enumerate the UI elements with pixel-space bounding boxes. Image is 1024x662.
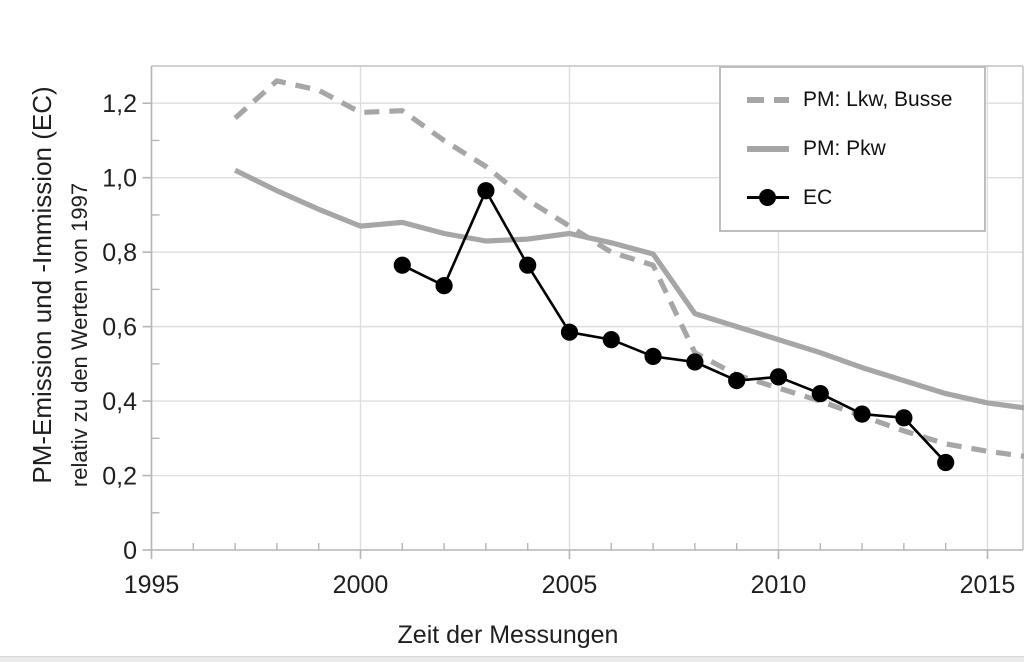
series-ec-marker	[769, 368, 788, 386]
series-ec-marker	[895, 409, 913, 427]
series-ec-marker	[393, 256, 411, 274]
bottom-edge-artifact	[0, 656, 1024, 662]
marker-line-swatch-icon	[747, 189, 789, 207]
series-ec-marker	[728, 372, 746, 390]
y-tick-label: 0	[123, 537, 137, 565]
y-tick-label: 1,2	[102, 90, 137, 118]
legend-item-pm-pkw: PM: Pkw	[747, 137, 980, 161]
legend-item-pm-lkw-busse: PM: Lkw, Busse	[747, 88, 980, 112]
series-ec-marker	[853, 405, 871, 423]
legend: PM: Lkw, Busse PM: Pkw EC	[719, 66, 986, 232]
y-tick-label: 1,0	[102, 165, 137, 193]
x-tick-label: 2005	[542, 571, 598, 599]
legend-label-pm-pkw: PM: Pkw	[803, 136, 886, 160]
solid-line-swatch-icon	[747, 145, 789, 152]
y-tick-label: 0,2	[102, 463, 137, 491]
y-tick-label: 0,6	[102, 314, 137, 342]
y-tick-label: 0,4	[102, 388, 137, 416]
x-tick-label: 2010	[751, 571, 807, 599]
series-ec-marker	[644, 347, 662, 365]
legend-item-ec: EC	[747, 186, 980, 210]
x-tick-label: 1995	[124, 571, 180, 599]
y-axis-subtitle: relativ zu den Werten von 1997	[67, 183, 92, 487]
series-ec-marker	[477, 182, 495, 200]
y-tick-label: 0,8	[102, 239, 137, 267]
series-ec-marker	[686, 353, 704, 371]
series-ec-marker	[519, 256, 537, 274]
y-axis-title: PM-Emission und -Immission (EC)	[27, 86, 57, 483]
x-axis-title: Zeit der Messungen	[398, 621, 619, 649]
legend-label-ec: EC	[803, 185, 833, 209]
series-ec-marker	[602, 331, 620, 349]
dashed-line-swatch-icon	[747, 97, 789, 104]
x-tick-label: 2015	[960, 571, 1016, 599]
series-pm-pkw-line	[233, 167, 1024, 411]
series-ec-marker	[560, 323, 579, 341]
series-ec-marker	[811, 385, 829, 403]
legend-label-pm-lkw-busse: PM: Lkw, Busse	[803, 88, 953, 112]
x-tick-label: 2000	[333, 571, 389, 599]
series-ec-marker	[937, 453, 955, 472]
series-pm-lkw-busse-line	[233, 78, 1024, 459]
series-ec-marker	[435, 277, 453, 295]
